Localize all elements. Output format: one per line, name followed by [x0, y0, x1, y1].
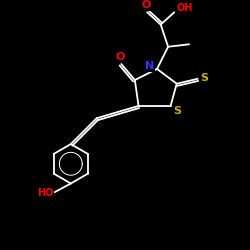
Text: OH: OH	[176, 3, 193, 13]
Text: O: O	[116, 52, 125, 62]
Text: S: S	[200, 72, 208, 83]
Text: N: N	[145, 62, 154, 72]
Text: S: S	[174, 106, 182, 116]
Text: O: O	[141, 0, 151, 10]
Text: HO: HO	[37, 188, 53, 198]
